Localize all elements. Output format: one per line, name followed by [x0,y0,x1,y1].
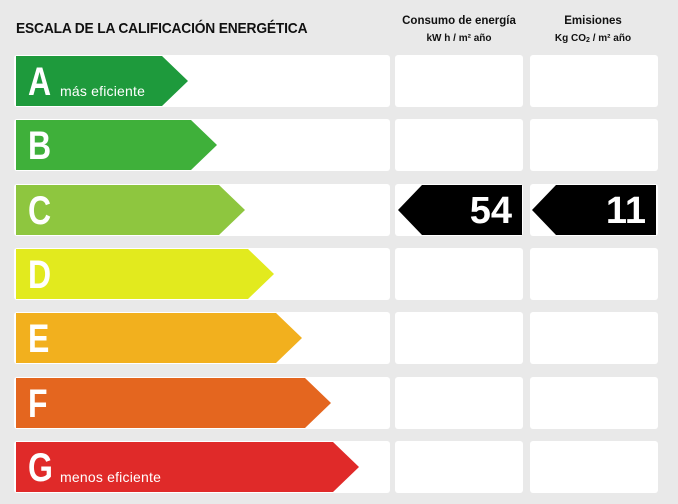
energy-column-label: Consumo de energía [402,15,516,27]
emissions-column-header: Emisiones Kg CO2 / m² año [528,12,658,50]
rating-letter-d: D [28,253,52,297]
rating-caption-g: menos eficiente [60,469,162,485]
emissions-cell-g [530,441,658,493]
rating-letter-f: F [28,382,48,426]
emissions-value: 11 [605,190,646,232]
rating-arrow-e: E [16,313,302,365]
rating-letter-a: A [28,60,52,104]
energy-rating-marker: 54 [398,185,522,237]
emissions-cell-a [530,55,658,107]
energy-cell-f [395,377,523,429]
rating-letter-e: E [28,317,50,361]
emissions-cell-d [530,248,658,300]
energy-cell-g [395,441,523,493]
emissions-column-unit: Kg CO2 / m² año [554,33,632,44]
energy-cell-d [395,248,523,300]
emissions-cell-f [530,377,658,429]
emissions-column-label: Emisiones [564,15,622,27]
rating-caption-a: más eficiente [60,83,146,99]
rating-letter-c: C [28,189,52,233]
energy-column-unit: kW h / m² año [426,33,492,44]
energy-value: 54 [469,190,512,232]
energy-cell-e [395,312,523,364]
energy-cell-b [395,119,523,171]
emissions-rating-marker: 11 [532,185,656,237]
scale-title: ESCALA DE LA CALIFICACIÓN ENERGÉTICA [16,20,308,37]
energy-cell-a [395,55,523,107]
emissions-cell-e [530,312,658,364]
rating-arrow-b: B [16,120,217,172]
rating-arrow-f: F [16,378,331,430]
rating-letter-b: B [28,124,52,168]
rating-arrow-c: C [16,185,245,237]
rating-letter-g: G [28,446,53,490]
rating-arrow-d: D [16,249,274,301]
emissions-cell-b [530,119,658,171]
energy-column-header: Consumo de energía kW h / m² año [394,12,524,48]
